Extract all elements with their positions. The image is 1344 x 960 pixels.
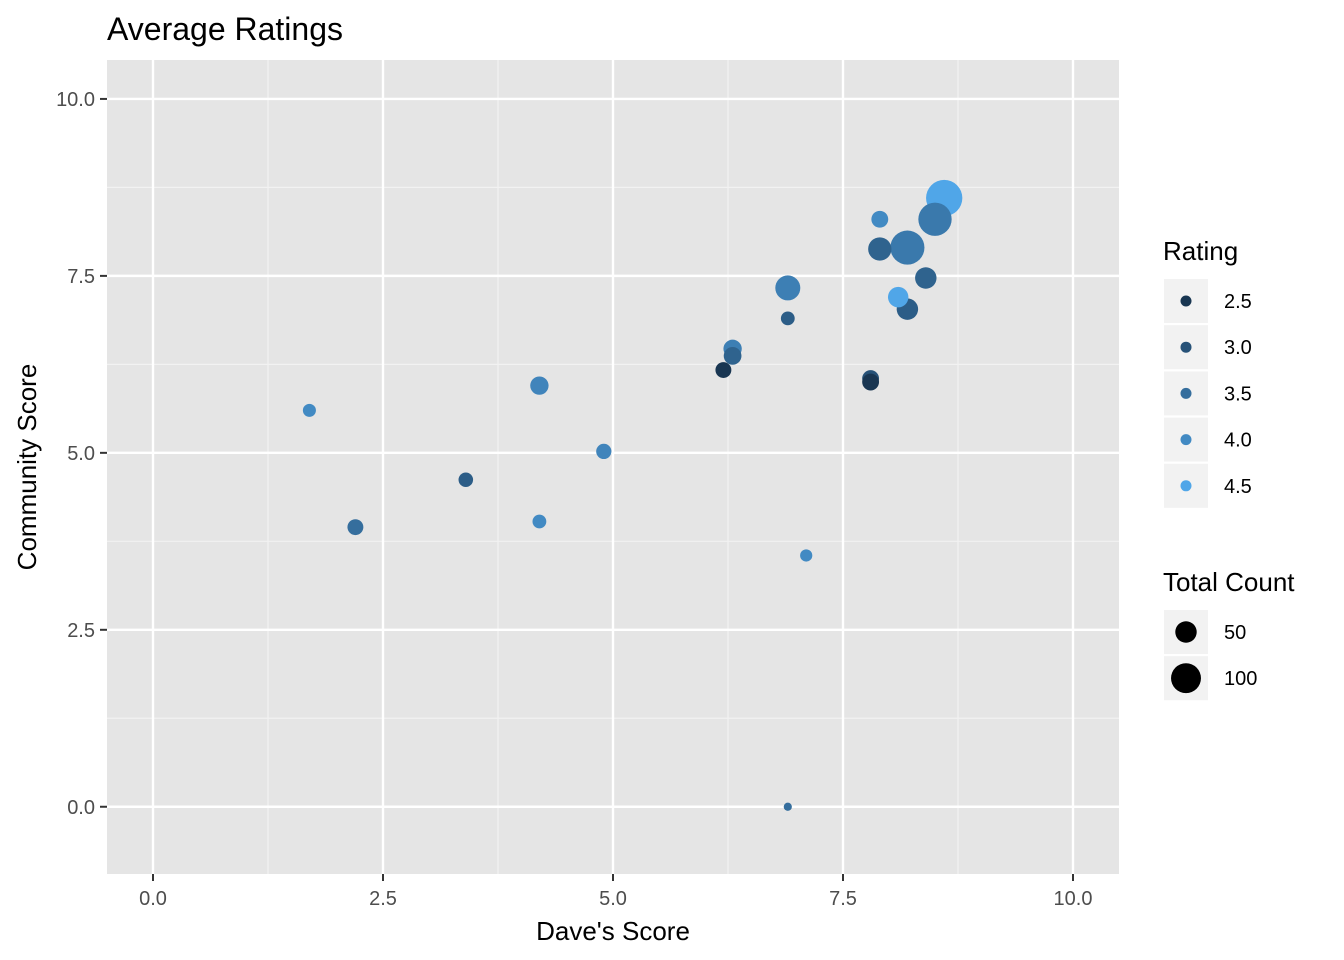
legend-size-label: 50 [1224, 622, 1246, 644]
y-tick-label: 0.0 [67, 797, 95, 819]
legend-rating-swatch [1180, 387, 1192, 399]
data-point [347, 519, 364, 536]
legend-rating-title: Rating [1163, 236, 1238, 266]
data-point [458, 472, 474, 488]
legend-size-swatch [1171, 663, 1201, 694]
x-axis-title: Dave's Score [536, 916, 690, 946]
legend-rating-swatch [1180, 434, 1192, 446]
data-point [302, 403, 316, 417]
chart-title: Average Ratings [107, 11, 343, 47]
y-tick-label: 10.0 [56, 89, 95, 111]
legend-rating-swatch [1180, 480, 1192, 492]
data-point [715, 362, 732, 378]
data-point [887, 286, 909, 308]
major-gridlines [107, 60, 1119, 874]
x-tick-label: 10.0 [1054, 888, 1093, 910]
legend-rating-label: 2.5 [1224, 291, 1252, 313]
data-point [532, 514, 547, 529]
x-tick-label: 0.0 [139, 888, 167, 910]
data-point [871, 210, 889, 228]
legend-rating-swatch [1180, 341, 1192, 353]
y-axis: 0.0 2.5 5.0 7.5 10.0 [56, 89, 107, 819]
y-axis-title: Community Score [12, 364, 42, 571]
legend-size-swatch [1175, 621, 1197, 643]
data-point [783, 802, 792, 811]
data-point [890, 230, 925, 265]
legend-rating-label: 3.0 [1224, 337, 1252, 359]
x-tick-label: 7.5 [829, 888, 857, 910]
legend-rating-label: 3.5 [1224, 383, 1252, 405]
data-point [780, 311, 795, 326]
x-tick-label: 5.0 [599, 888, 627, 910]
data-point [723, 346, 742, 365]
y-tick-label: 5.0 [67, 443, 95, 465]
legend-total-count: Total Count 50 100 [1163, 567, 1295, 701]
data-point [862, 373, 880, 391]
legend-total-count-title: Total Count [1163, 567, 1295, 597]
data-point [868, 237, 892, 261]
x-tick-label: 2.5 [369, 888, 397, 910]
legend-rating: Rating 2.5 3.0 3.5 4.0 4.5 [1163, 236, 1252, 508]
data-point [596, 443, 612, 460]
x-axis: 0.0 2.5 5.0 7.5 10.0 [139, 874, 1092, 910]
legend-rating-label: 4.0 [1224, 430, 1252, 452]
legend-size-label: 100 [1224, 668, 1257, 690]
legend-rating-label: 4.5 [1224, 476, 1252, 498]
y-tick-label: 7.5 [67, 266, 95, 288]
data-point [775, 275, 801, 301]
data-points [302, 179, 963, 811]
data-point [918, 202, 952, 236]
y-tick-label: 2.5 [67, 620, 95, 642]
data-point [530, 376, 549, 395]
legend-rating-swatch [1180, 295, 1192, 307]
data-point [915, 267, 937, 289]
data-point [800, 549, 813, 562]
